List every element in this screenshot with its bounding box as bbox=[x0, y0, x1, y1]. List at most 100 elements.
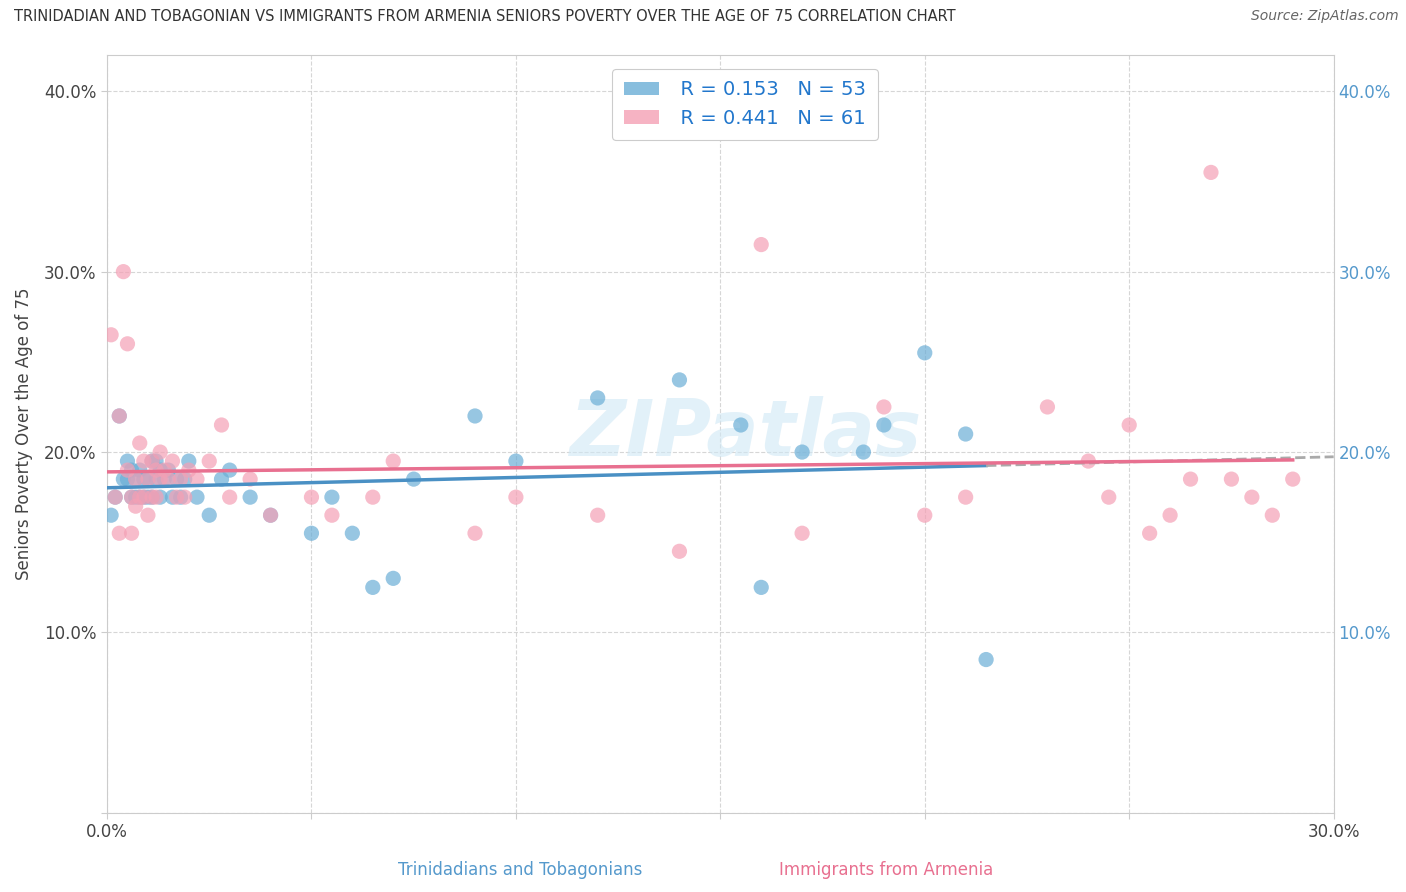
Point bbox=[132, 490, 155, 504]
Point bbox=[145, 463, 167, 477]
Point bbox=[1220, 472, 1243, 486]
Point bbox=[112, 265, 135, 279]
Point bbox=[108, 409, 131, 423]
Point bbox=[790, 445, 813, 459]
Point bbox=[586, 391, 609, 405]
Point bbox=[301, 526, 323, 541]
Point bbox=[157, 472, 180, 486]
Point bbox=[186, 490, 208, 504]
Point bbox=[668, 373, 690, 387]
Point bbox=[132, 490, 155, 504]
Point bbox=[321, 508, 343, 523]
Point bbox=[1118, 417, 1140, 432]
Point bbox=[1139, 526, 1161, 541]
Point bbox=[974, 652, 997, 666]
Point bbox=[873, 400, 896, 414]
Point bbox=[121, 463, 143, 477]
Point bbox=[914, 346, 936, 360]
Point bbox=[873, 417, 896, 432]
Point bbox=[112, 472, 135, 486]
Point bbox=[239, 490, 262, 504]
Point bbox=[749, 580, 772, 594]
Point bbox=[239, 472, 262, 486]
Text: Trinidadians and Tobagonians: Trinidadians and Tobagonians bbox=[398, 861, 643, 879]
Text: Source: ZipAtlas.com: Source: ZipAtlas.com bbox=[1251, 9, 1399, 23]
Point bbox=[149, 490, 172, 504]
Point bbox=[162, 490, 184, 504]
Point bbox=[149, 445, 172, 459]
Point bbox=[1036, 400, 1059, 414]
Point bbox=[1077, 454, 1099, 468]
Point bbox=[1098, 490, 1121, 504]
Point bbox=[790, 526, 813, 541]
Point bbox=[730, 417, 752, 432]
Point bbox=[124, 499, 146, 513]
Point bbox=[361, 490, 384, 504]
Point bbox=[104, 490, 127, 504]
Point bbox=[149, 472, 172, 486]
Point bbox=[173, 490, 195, 504]
Text: TRINIDADIAN AND TOBAGONIAN VS IMMIGRANTS FROM ARMENIA SENIORS POVERTY OVER THE A: TRINIDADIAN AND TOBAGONIAN VS IMMIGRANTS… bbox=[14, 9, 956, 24]
Point bbox=[505, 454, 527, 468]
Point bbox=[141, 454, 163, 468]
Point bbox=[141, 490, 163, 504]
Point bbox=[136, 472, 159, 486]
Point bbox=[749, 237, 772, 252]
Point bbox=[136, 508, 159, 523]
Point bbox=[668, 544, 690, 558]
Point bbox=[218, 490, 240, 504]
Point bbox=[145, 472, 167, 486]
Point bbox=[321, 490, 343, 504]
Point bbox=[1159, 508, 1181, 523]
Point bbox=[177, 463, 200, 477]
Point bbox=[505, 490, 527, 504]
Point bbox=[124, 472, 146, 486]
Point bbox=[361, 580, 384, 594]
Point bbox=[117, 472, 139, 486]
Point bbox=[955, 490, 977, 504]
Point bbox=[128, 463, 150, 477]
Point bbox=[128, 436, 150, 450]
Legend:   R = 0.153   N = 53,   R = 0.441   N = 61: R = 0.153 N = 53, R = 0.441 N = 61 bbox=[612, 69, 877, 140]
Point bbox=[145, 490, 167, 504]
Point bbox=[121, 490, 143, 504]
Point bbox=[259, 508, 281, 523]
Point bbox=[173, 472, 195, 486]
Point bbox=[1240, 490, 1263, 504]
Text: Immigrants from Armenia: Immigrants from Armenia bbox=[779, 861, 993, 879]
Point bbox=[145, 454, 167, 468]
Point bbox=[1199, 165, 1222, 179]
Point bbox=[162, 454, 184, 468]
Point bbox=[117, 463, 139, 477]
Point bbox=[1261, 508, 1284, 523]
Point bbox=[586, 508, 609, 523]
Point bbox=[914, 508, 936, 523]
Point bbox=[121, 490, 143, 504]
Point bbox=[149, 463, 172, 477]
Point bbox=[141, 490, 163, 504]
Point bbox=[342, 526, 364, 541]
Point bbox=[464, 526, 486, 541]
Point bbox=[153, 472, 176, 486]
Point bbox=[211, 417, 233, 432]
Point bbox=[153, 463, 176, 477]
Point bbox=[382, 571, 405, 585]
Point bbox=[177, 454, 200, 468]
Point bbox=[464, 409, 486, 423]
Point bbox=[1281, 472, 1303, 486]
Point bbox=[198, 508, 221, 523]
Point bbox=[121, 526, 143, 541]
Point bbox=[301, 490, 323, 504]
Point bbox=[136, 490, 159, 504]
Point bbox=[108, 409, 131, 423]
Point bbox=[100, 327, 122, 342]
Point bbox=[108, 526, 131, 541]
Point bbox=[259, 508, 281, 523]
Point bbox=[382, 454, 405, 468]
Point bbox=[117, 336, 139, 351]
Point bbox=[166, 472, 188, 486]
Point bbox=[100, 508, 122, 523]
Point bbox=[128, 490, 150, 504]
Point bbox=[198, 454, 221, 468]
Point bbox=[132, 472, 155, 486]
